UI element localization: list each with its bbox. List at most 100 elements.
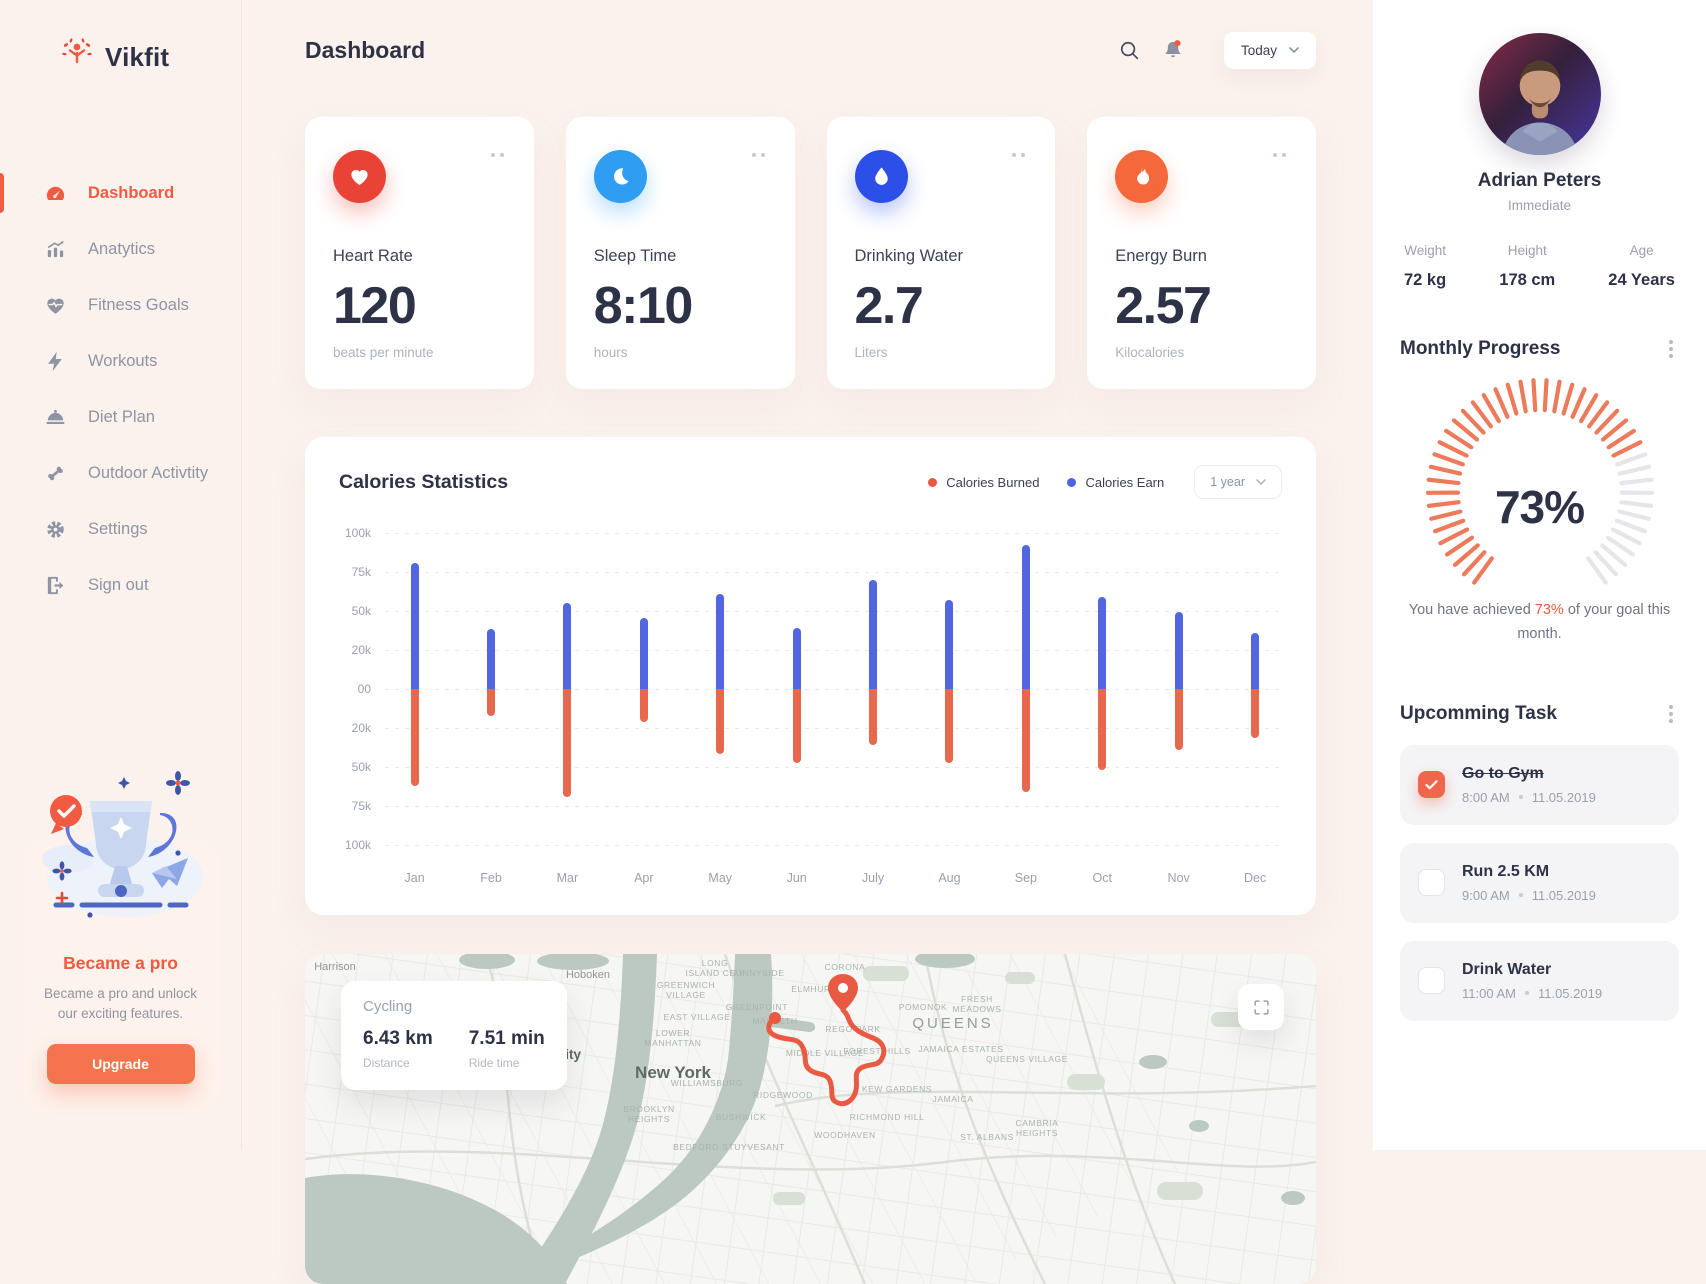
metric-value: 178 cm	[1499, 271, 1555, 290]
legend-label: Calories Earn	[1085, 475, 1164, 490]
metric-value: 24 Years	[1608, 271, 1675, 290]
sidebar-item-diet-plan[interactable]: Diet Plan	[0, 389, 241, 445]
stat-value: 120	[333, 276, 506, 336]
x-axis-label: Apr	[634, 871, 653, 885]
bar-burned-aug	[945, 689, 953, 763]
map-label-greenpoint: GREENPOINT	[726, 1002, 788, 1012]
sidebar-item-fitness-goals[interactable]: Fitness Goals	[0, 277, 241, 333]
upgrade-button[interactable]: Upgrade	[47, 1044, 195, 1084]
x-axis-label: May	[708, 871, 732, 885]
sidebar-item-dashboard[interactable]: Dashboard	[0, 165, 241, 221]
stat-title: Heart Rate	[333, 247, 506, 266]
dot-separator	[1519, 795, 1523, 799]
search-icon[interactable]	[1119, 40, 1140, 61]
sidebar-item-label: Outdoor Activtity	[88, 464, 208, 483]
ride-time-stat: 7.51 min Ride time	[469, 1028, 545, 1070]
map-label-woodhaven: WOODHAVEN	[814, 1130, 875, 1140]
brand-logo[interactable]: Vikfit	[58, 36, 241, 79]
x-axis-label: Nov	[1168, 871, 1190, 885]
task-title: Drink Water	[1462, 961, 1602, 979]
map-label-ridgewood: RIDGEWOOD	[753, 1090, 813, 1100]
page-title: Dashboard	[305, 37, 425, 64]
diet-plan-icon	[44, 406, 67, 429]
sidebar-item-label: Fitness Goals	[88, 296, 189, 315]
metric-height: Height 178 cm	[1499, 243, 1555, 290]
task-time: 9:00 AM	[1462, 888, 1510, 903]
card-menu-icon[interactable]	[487, 149, 508, 161]
card-menu-icon[interactable]	[748, 149, 769, 161]
task-checkbox[interactable]	[1418, 771, 1445, 798]
notifications-bell-icon[interactable]	[1162, 39, 1184, 61]
tasks-menu-icon[interactable]	[1663, 701, 1679, 727]
map-label-hoboken: Hoboken	[566, 969, 610, 981]
task-checkbox[interactable]	[1418, 869, 1445, 896]
distance-label: Distance	[363, 1056, 433, 1070]
avatar[interactable]	[1479, 33, 1601, 155]
bar-burned-nov	[1175, 689, 1183, 750]
sidebar-item-anatytics[interactable]: Anatytics	[0, 221, 241, 277]
bar-earn-oct	[1098, 597, 1106, 689]
y-axis-label: 20k	[352, 643, 371, 657]
y-axis-label: 100k	[345, 838, 371, 852]
gauge-tick	[1554, 382, 1559, 412]
moon-icon	[594, 150, 647, 203]
bar-burned-mar	[563, 689, 571, 797]
gauge-tick	[1434, 454, 1462, 464]
monthly-progress-header: Monthly Progress	[1400, 336, 1679, 362]
gauge-tick	[1533, 380, 1535, 410]
bar-burned-dec	[1251, 689, 1259, 738]
range-filter-value: 1 year	[1210, 475, 1245, 489]
chart-plot-area	[385, 533, 1282, 845]
map-label-st-albans: ST. ALBANS	[960, 1132, 1014, 1142]
bar-earn-aug	[945, 600, 953, 689]
map-label-jamaica: JAMAICA	[932, 1094, 973, 1104]
sidebar-item-outdoor-activtity[interactable]: Outdoor Activtity	[0, 445, 241, 501]
metric-label: Height	[1499, 243, 1555, 258]
map-label-corona: CORONA	[825, 962, 866, 972]
stat-value: 2.57	[1115, 276, 1288, 336]
x-axis-label: Mar	[557, 871, 579, 885]
sidebar-item-sign-out[interactable]: Sign out	[0, 557, 241, 613]
map-label-east-village: EAST VILLAGE	[663, 1012, 730, 1022]
promo-title: Became a pro	[38, 953, 203, 974]
sidebar-item-label: Diet Plan	[88, 408, 155, 427]
chevron-down-icon	[1256, 479, 1266, 485]
date-filter-dropdown[interactable]: Today	[1224, 32, 1316, 69]
gridline	[385, 806, 1282, 807]
y-axis-label: 20k	[352, 721, 371, 735]
y-axis-label: 50k	[352, 760, 371, 774]
ride-time-value: 7.51 min	[469, 1028, 545, 1050]
legend-dot-icon	[928, 478, 937, 487]
legend-dot-icon	[1067, 478, 1076, 487]
x-axis-label: Feb	[480, 871, 502, 885]
task-date: 11.05.2019	[1532, 888, 1596, 903]
task-checkbox[interactable]	[1418, 967, 1445, 994]
sidebar-item-settings[interactable]: Settings	[0, 501, 241, 557]
stat-title: Energy Burn	[1115, 247, 1288, 266]
pro-promo-card: Became a pro Became a pro and unlock our…	[22, 841, 219, 1113]
card-menu-icon[interactable]	[1269, 149, 1290, 161]
vikfit-logo-icon	[58, 36, 96, 79]
dot-separator	[1519, 893, 1523, 897]
x-axis-label: Oct	[1093, 871, 1112, 885]
progress-gauge: 73%	[1400, 374, 1679, 593]
sidebar-item-workouts[interactable]: Workouts	[0, 333, 241, 389]
bar-earn-feb	[487, 629, 495, 689]
gauge-tick	[1572, 389, 1584, 417]
monthly-progress-menu-icon[interactable]	[1663, 336, 1679, 362]
map-fullscreen-button[interactable]	[1238, 984, 1284, 1030]
map-label-kew-gardens: KEW GARDENS	[862, 1084, 932, 1094]
bar-earn-mar	[563, 603, 571, 689]
chart-title: Calories Statistics	[339, 471, 508, 494]
stat-title: Sleep Time	[594, 247, 767, 266]
task-schedule: 9:00 AM 11.05.2019	[1462, 888, 1596, 903]
card-menu-icon[interactable]	[1008, 149, 1029, 161]
range-filter-dropdown[interactable]: 1 year	[1194, 465, 1282, 499]
